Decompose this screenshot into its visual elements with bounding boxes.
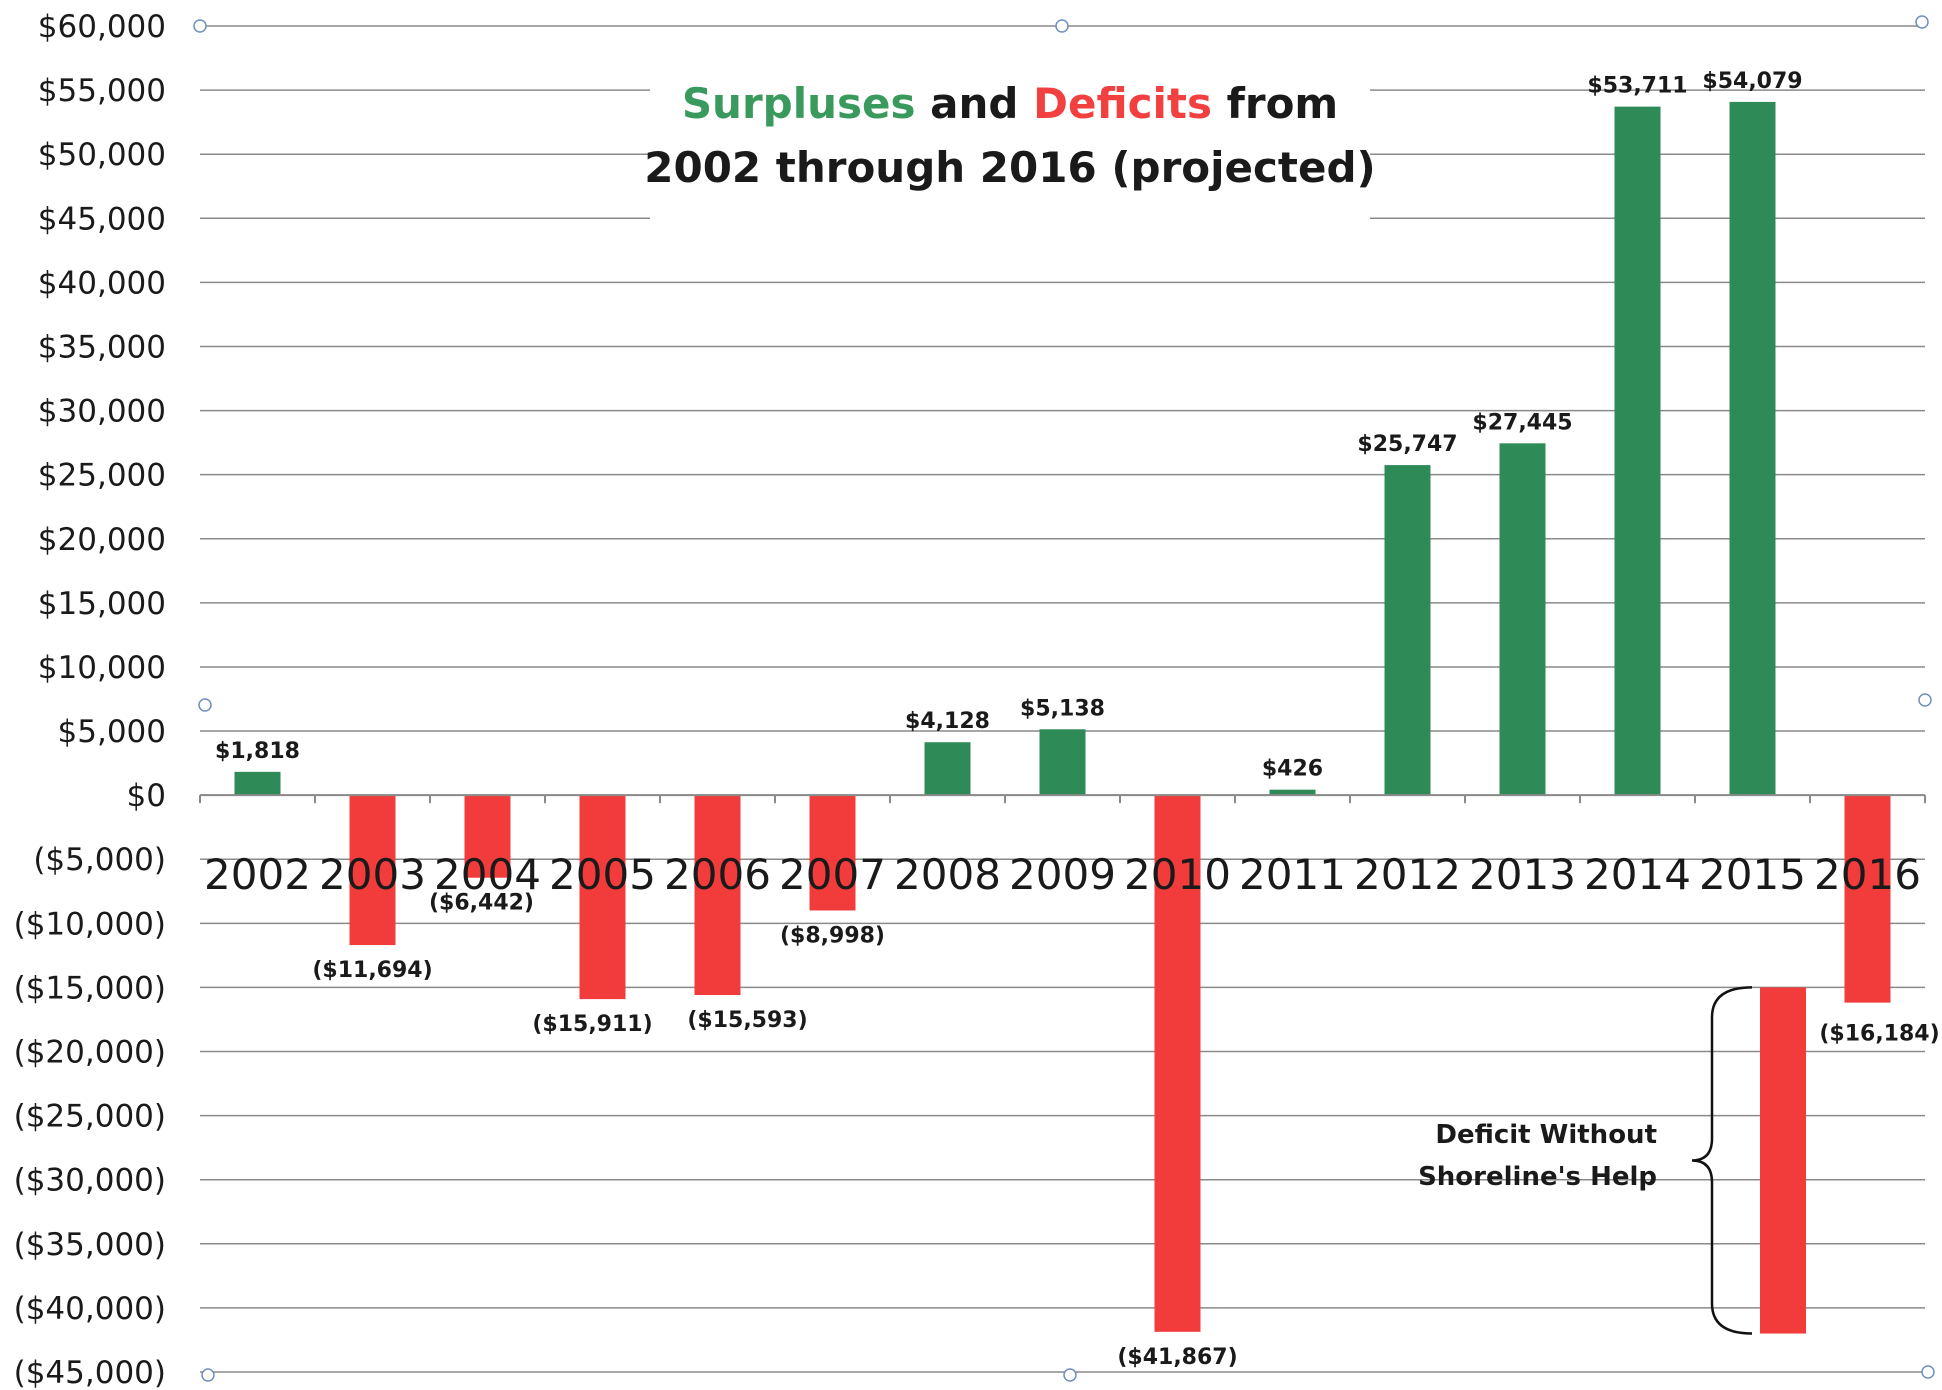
title-line-1: Surpluses and Deficits from <box>682 79 1338 128</box>
x-tick-label: 2003 <box>319 850 426 899</box>
y-tick-label: ($20,000) <box>14 1035 166 1071</box>
bar <box>234 771 281 796</box>
x-tick-label: 2004 <box>434 850 541 899</box>
selection-handle[interactable] <box>1915 15 1929 29</box>
selection-handles <box>193 15 1935 1382</box>
y-tick-label: ($15,000) <box>14 970 166 1006</box>
data-labels: $1,818 ($11,694) ($6,442) ($15,911) ($15,593… <box>215 69 1940 1370</box>
y-tick-label: $25,000 <box>38 458 166 494</box>
bars <box>234 101 1891 1332</box>
bar <box>1269 789 1316 796</box>
data-label: $5,138 <box>1020 696 1105 721</box>
data-label: $53,711 <box>1587 74 1687 99</box>
bar <box>924 742 971 796</box>
data-label: $4,128 <box>905 709 990 734</box>
y-tick-label: $0 <box>127 778 166 814</box>
selection-handle[interactable] <box>198 698 212 712</box>
y-tick-label: ($40,000) <box>14 1291 166 1327</box>
y-tick-label: $60,000 <box>38 9 166 45</box>
data-label: $426 <box>1262 757 1323 782</box>
title-background <box>650 70 1370 220</box>
title-and: and <box>930 79 1018 128</box>
bar <box>1499 443 1546 796</box>
x-tick-label: 2011 <box>1239 850 1346 899</box>
bar <box>1844 795 1891 1003</box>
selection-handle[interactable] <box>1918 693 1932 707</box>
x-tick-label: 2012 <box>1354 850 1461 899</box>
chart-title: Surpluses and Deficits from 2002 through… <box>644 79 1376 192</box>
data-label: $27,445 <box>1472 410 1572 435</box>
bar <box>579 795 626 1000</box>
y-tick-label: $5,000 <box>58 714 166 750</box>
y-tick-label: $15,000 <box>38 586 166 622</box>
data-label: $1,818 <box>215 739 300 764</box>
selection-handle[interactable] <box>1921 1365 1935 1379</box>
y-tick-label: $45,000 <box>38 201 166 237</box>
y-tick-label: $30,000 <box>38 394 166 430</box>
y-tick-label: $55,000 <box>38 73 166 109</box>
bar <box>1039 729 1086 796</box>
data-label: ($11,694) <box>312 958 432 983</box>
title-from: from <box>1227 79 1339 128</box>
y-tick-label: $20,000 <box>38 522 166 558</box>
annotation-bar <box>1760 987 1806 1334</box>
x-tick-label: 2005 <box>549 850 656 899</box>
x-tick-label: 2006 <box>664 850 771 899</box>
y-tick-label: ($30,000) <box>14 1163 166 1199</box>
y-tick-label: ($5,000) <box>33 842 166 878</box>
bar <box>1384 465 1431 796</box>
data-label: $25,747 <box>1357 432 1457 457</box>
selection-handle[interactable] <box>1063 1368 1077 1382</box>
x-tick-label: 2010 <box>1124 850 1231 899</box>
data-label: ($16,184) <box>1819 1022 1939 1047</box>
bar <box>464 795 511 878</box>
x-tick-label: 2007 <box>779 850 886 899</box>
title-deficits: Deficits <box>1033 79 1212 128</box>
x-tick-label: 2015 <box>1699 850 1806 899</box>
data-label: ($6,442) <box>429 891 534 916</box>
annotation-text: Deficit Without <box>1435 1120 1657 1150</box>
annotation-text: Shoreline's Help <box>1418 1162 1657 1192</box>
x-tick-label: 2008 <box>894 850 1001 899</box>
x-tick-label: 2014 <box>1584 850 1691 899</box>
annotation: Deficit Without Shoreline's Help <box>1418 986 1806 1335</box>
y-tick-label: $50,000 <box>38 137 166 173</box>
bar <box>809 795 856 911</box>
y-axis: $60,000 $55,000 $50,000 $45,000 $40,000 $35,0… <box>14 9 166 1390</box>
x-tick-label: 2002 <box>204 850 311 899</box>
y-tick-label: ($10,000) <box>14 906 166 942</box>
y-tick-label: $40,000 <box>38 265 166 301</box>
bar <box>349 795 396 946</box>
bar <box>1729 101 1776 796</box>
x-tick-label: 2016 <box>1814 850 1921 899</box>
data-label: ($15,911) <box>532 1012 652 1037</box>
y-tick-label: ($45,000) <box>14 1355 166 1390</box>
data-label: ($41,867) <box>1117 1345 1237 1370</box>
y-tick-label: $35,000 <box>38 329 166 365</box>
data-label: ($8,998) <box>780 923 885 948</box>
x-tick-label: 2013 <box>1469 850 1576 899</box>
bar <box>1154 795 1201 1332</box>
selection-handle[interactable] <box>1055 19 1069 33</box>
bar <box>1614 106 1661 796</box>
x-axis: 2002 2003 2004 2005 2006 2007 2008 2009 2010 2011… <box>199 794 1926 899</box>
selection-handle[interactable] <box>201 1368 215 1382</box>
y-tick-label: $10,000 <box>38 650 166 686</box>
title-surpluses: Surpluses <box>682 79 916 128</box>
data-label: ($15,593) <box>687 1008 807 1033</box>
data-label: $54,079 <box>1702 69 1802 94</box>
x-tick-label: 2009 <box>1009 850 1116 899</box>
selection-handle[interactable] <box>193 19 207 33</box>
y-tick-label: ($35,000) <box>14 1227 166 1263</box>
bar <box>694 795 741 996</box>
annotation-brace <box>1691 986 1753 1335</box>
y-tick-label: ($25,000) <box>14 1099 166 1135</box>
title-line-2: 2002 through 2016 (projected) <box>644 143 1376 192</box>
